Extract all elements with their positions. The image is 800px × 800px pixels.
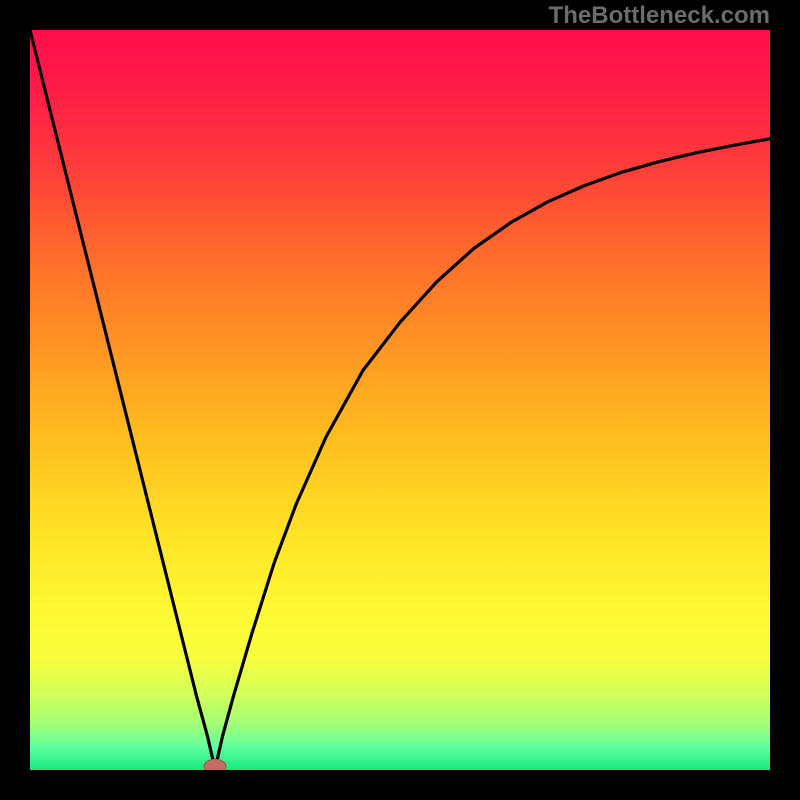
plot-area (30, 30, 770, 770)
gradient-background (30, 30, 770, 770)
chart-container: TheBottleneck.com (0, 0, 800, 800)
watermark-text: TheBottleneck.com (549, 2, 770, 30)
bottleneck-chart (30, 30, 770, 770)
sweet-spot-marker (204, 759, 226, 770)
